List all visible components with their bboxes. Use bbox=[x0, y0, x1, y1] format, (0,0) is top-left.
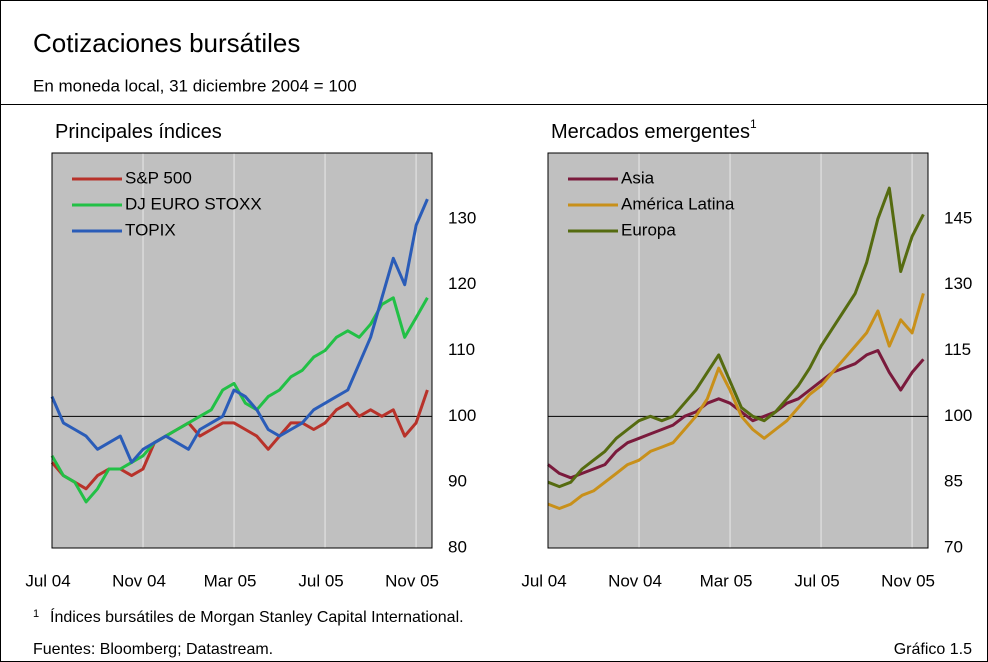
legend-label: Europa bbox=[621, 220, 676, 239]
y-tick-label: 130 bbox=[944, 274, 972, 293]
plot-border bbox=[51, 152, 433, 549]
y-tick-label: 100 bbox=[944, 406, 972, 425]
y-tick-label: 85 bbox=[944, 472, 963, 491]
plot-border bbox=[547, 152, 929, 549]
x-tick-label: Mar 05 bbox=[700, 571, 753, 590]
footnote-marker: 1 bbox=[33, 608, 39, 620]
x-tick-label: Nov 04 bbox=[608, 571, 662, 590]
legend-label: TOPIX bbox=[125, 220, 176, 239]
x-tick-label: Jul 05 bbox=[298, 571, 343, 590]
footnote-text: Índices bursátiles de Morgan Stanley Cap… bbox=[50, 607, 464, 626]
x-tick-label: Jul 04 bbox=[25, 571, 70, 590]
y-tick-label: 100 bbox=[448, 406, 476, 425]
figure-label: Gráfico 1.5 bbox=[894, 641, 972, 658]
x-tick-label: Mar 05 bbox=[204, 571, 257, 590]
x-tick-label: Nov 05 bbox=[881, 571, 935, 590]
x-tick-label: Nov 05 bbox=[385, 571, 439, 590]
x-tick-label: Nov 04 bbox=[112, 571, 166, 590]
panel-title-text: Mercados emergentes bbox=[551, 121, 750, 143]
figure-subtitle: En moneda local, 31 diciembre 2004 = 100 bbox=[33, 76, 357, 95]
series-line bbox=[50, 198, 429, 464]
source: Fuentes: Bloomberg; Datastream. bbox=[33, 641, 273, 658]
panel-title: Mercados emergentes1 bbox=[551, 117, 757, 143]
legend-label: Asia bbox=[621, 168, 655, 187]
x-tick-label: Jul 04 bbox=[521, 571, 566, 590]
legend-label: S&P 500 bbox=[125, 168, 192, 187]
series-line bbox=[547, 186, 925, 489]
y-tick-label: 90 bbox=[448, 472, 467, 491]
y-tick-label: 80 bbox=[448, 537, 467, 556]
panel-title: Principales índices bbox=[55, 121, 222, 143]
y-tick-label: 120 bbox=[448, 274, 476, 293]
y-tick-label: 115 bbox=[944, 340, 971, 359]
y-tick-label: 110 bbox=[448, 340, 475, 359]
y-tick-label: 70 bbox=[944, 537, 963, 556]
plot-area bbox=[547, 152, 929, 549]
y-tick-label: 145 bbox=[944, 208, 972, 227]
panel-title-text: Principales índices bbox=[55, 121, 222, 143]
figure-title: Cotizaciones bursátiles bbox=[33, 28, 300, 58]
panel-title-note: 1 bbox=[750, 117, 757, 131]
y-tick-label: 130 bbox=[448, 208, 476, 227]
series-line bbox=[547, 292, 925, 510]
legend-label: América Latina bbox=[621, 194, 735, 213]
legend-label: DJ EURO STOXX bbox=[125, 194, 262, 213]
x-tick-label: Jul 05 bbox=[794, 571, 839, 590]
plot-area bbox=[51, 152, 433, 549]
series-line bbox=[547, 349, 925, 480]
